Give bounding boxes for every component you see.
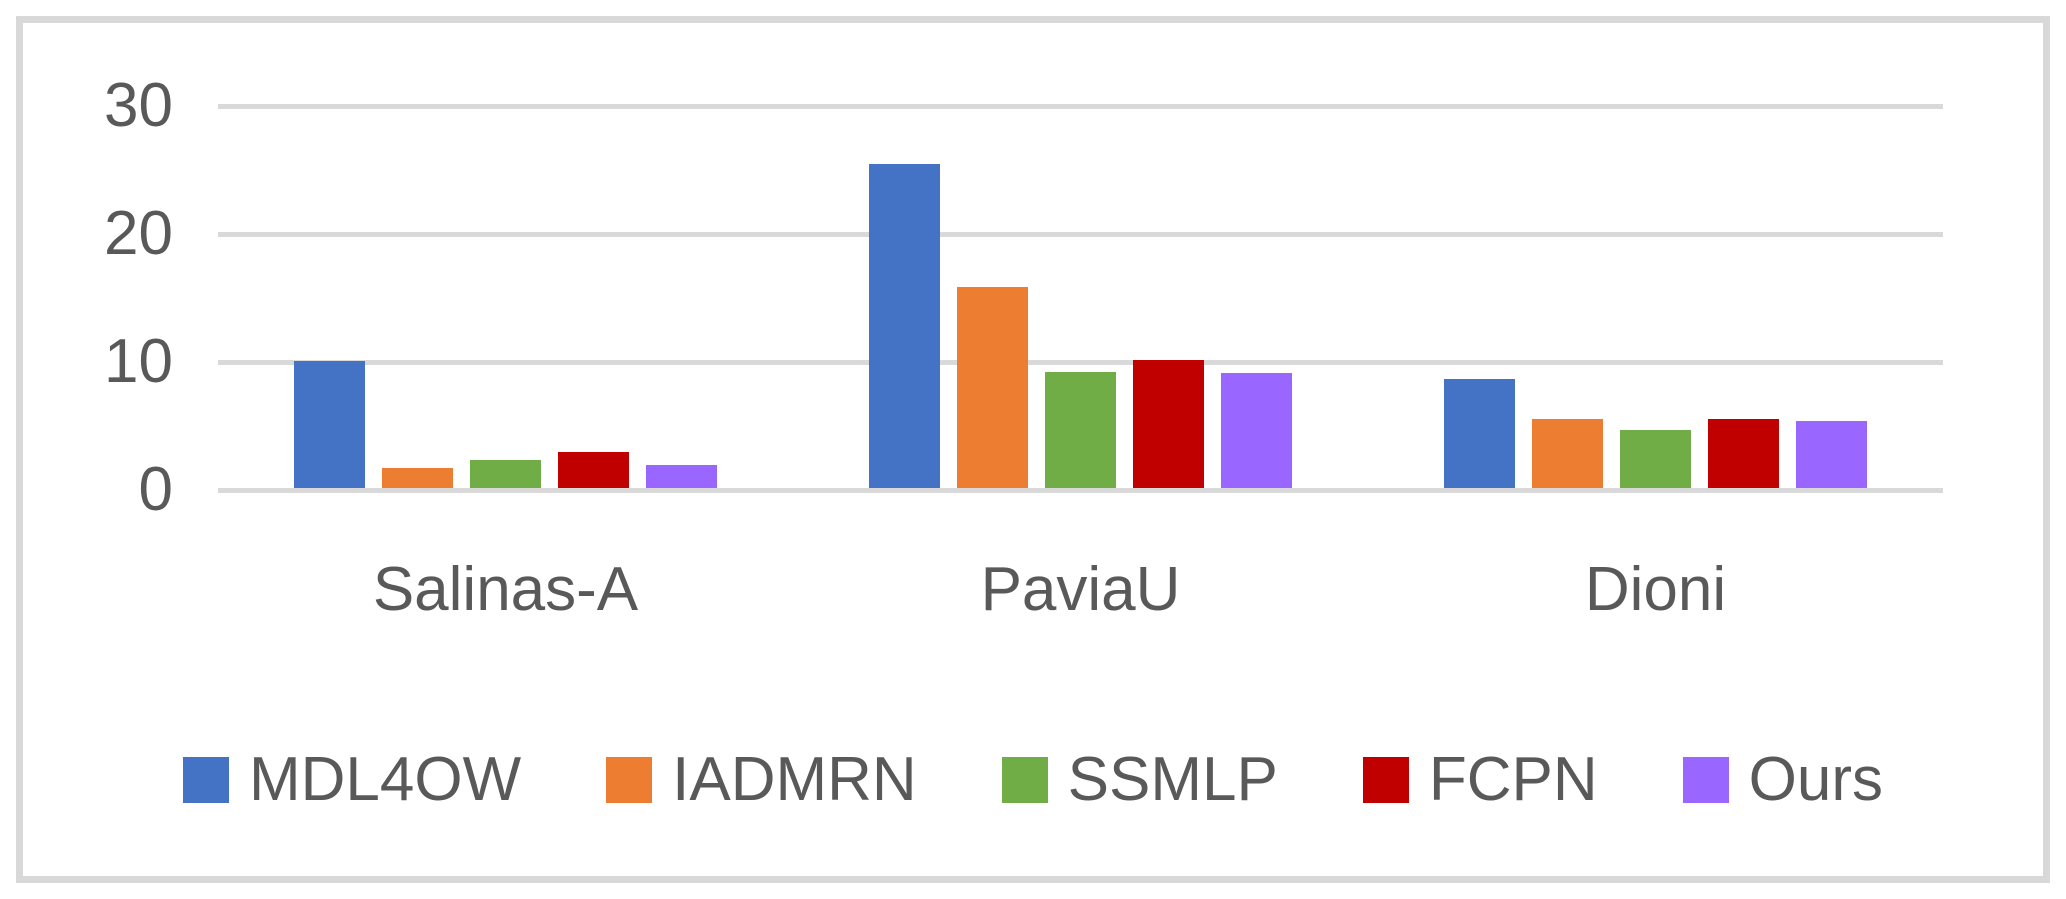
legend-swatch-ours — [1682, 757, 1729, 803]
legend-swatch-fcpn — [1362, 757, 1409, 803]
legend-swatch-iadmrn — [606, 757, 653, 803]
y-tick-label-20: 20 — [104, 199, 173, 268]
bar-ssmlp-dioni — [1620, 430, 1691, 488]
bar-mdl4ow-paviau — [869, 164, 940, 488]
legend-item-ours: Ours — [1682, 745, 1884, 814]
gridline-10 — [218, 360, 1943, 365]
bar-fcpn-paviau — [1133, 360, 1204, 488]
bar-iadmrn-salinas-a — [382, 468, 453, 488]
y-tick-label-0: 0 — [138, 455, 173, 524]
bar-fcpn-salinas-a — [558, 452, 629, 488]
category-label-dioni: Dioni — [1584, 555, 1727, 624]
legend-swatch-ssmlp — [1001, 757, 1048, 803]
y-tick-label-10: 10 — [104, 327, 173, 396]
category-label-salinas-a: Salinas-A — [372, 555, 639, 624]
bar-ssmlp-paviau — [1045, 372, 1116, 488]
legend-label-ours: Ours — [1748, 745, 1884, 814]
legend-label-mdl4ow: MDL4OW — [248, 745, 522, 814]
legend-item-iadmrn: IADMRN — [606, 749, 917, 811]
bar-iadmrn-dioni — [1532, 419, 1603, 488]
legend-label-iadmrn: IADMRN — [672, 745, 917, 814]
bar-iadmrn-paviau — [957, 287, 1028, 488]
legend: MDL4OW IADMRN SSMLP FCPN Ours — [23, 749, 2043, 811]
legend-item-ssmlp: SSMLP — [1001, 745, 1278, 814]
legend-item-fcpn: FCPN — [1362, 745, 1598, 814]
bar-ours-salinas-a — [646, 465, 717, 488]
bar-mdl4ow-dioni — [1444, 379, 1515, 488]
legend-item-mdl4ow: MDL4OW — [182, 745, 522, 814]
category-label-paviau: PaviaU — [980, 555, 1181, 624]
gridline-30 — [218, 104, 1943, 109]
y-tick-label-30: 30 — [104, 71, 173, 140]
legend-label-ssmlp: SSMLP — [1067, 745, 1278, 814]
bar-ours-dioni — [1796, 421, 1867, 488]
bar-fcpn-dioni — [1708, 419, 1779, 488]
bar-ssmlp-salinas-a — [470, 460, 541, 488]
bar-ours-paviau — [1221, 373, 1292, 488]
x-axis-baseline — [218, 488, 1943, 493]
chart-frame: 0 10 20 30 Salinas-A PaviaU Dioni MDL4OW IADMR… — [16, 16, 2050, 883]
bar-mdl4ow-salinas-a — [294, 361, 365, 488]
legend-label-fcpn: FCPN — [1428, 745, 1598, 814]
legend-swatch-mdl4ow — [182, 757, 229, 803]
gridline-20 — [218, 232, 1943, 237]
